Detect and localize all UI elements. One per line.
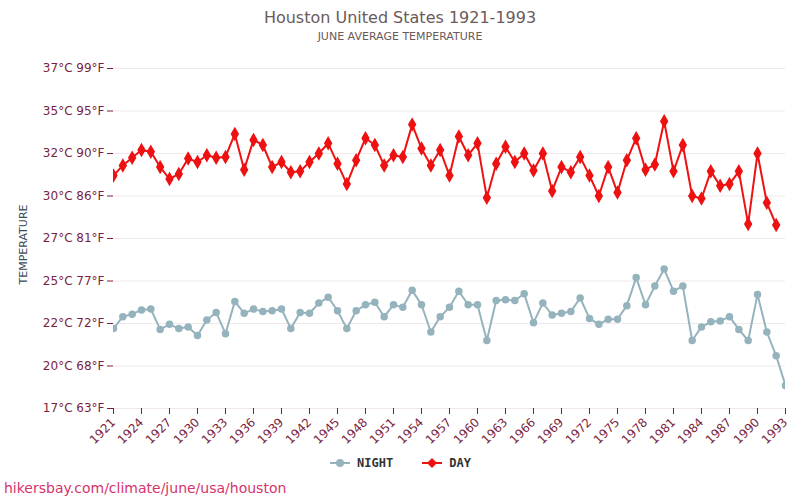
svg-text:25°C 77°F: 25°C 77°F [43, 274, 105, 288]
svg-text:1993: 1993 [759, 415, 790, 446]
svg-text:1963: 1963 [479, 415, 510, 446]
html-text:hikersbay.com/climate/june/usa: hikersbay.com/climate/june/usa/houston [4, 480, 287, 496]
svg-text:1954: 1954 [395, 415, 426, 446]
svg-text:35°C 95°F: 35°C 95°F [43, 104, 105, 118]
svg-text:22°C 72°F: 22°C 72°F [43, 316, 105, 330]
svg-text:1990: 1990 [731, 415, 762, 446]
svg-text:1969: 1969 [535, 415, 566, 446]
svg-text:1930: 1930 [171, 415, 202, 446]
html-text:JUNE AVERAGE TEMPERATURE: JUNE AVERAGE TEMPERATURE [317, 30, 483, 43]
svg-text:1981: 1981 [647, 415, 678, 446]
svg-text:1933: 1933 [199, 415, 230, 446]
svg-text:1987: 1987 [703, 415, 734, 446]
html-text:TEMPERATURE: TEMPERATURE [16, 204, 30, 285]
svg-text:1972: 1972 [563, 415, 594, 446]
svg-text:27°C 81°F: 27°C 81°F [43, 231, 105, 245]
svg-text:1927: 1927 [143, 415, 174, 446]
svg-text:1978: 1978 [619, 415, 650, 446]
svg-text:1984: 1984 [675, 415, 706, 446]
html-text:Houston United States 1921-199: Houston United States 1921-1993 [263, 8, 537, 27]
svg-text:1924: 1924 [115, 415, 146, 446]
svg-text:1945: 1945 [311, 415, 342, 446]
svg-text:1966: 1966 [507, 415, 538, 446]
svg-text:1975: 1975 [591, 415, 622, 446]
svg-text:1951: 1951 [367, 415, 398, 446]
svg-text:17°C 63°F: 17°C 63°F [43, 401, 105, 415]
svg-text:1957: 1957 [423, 415, 454, 446]
svg-text:1921: 1921 [87, 415, 118, 446]
svg-text:32°C 90°F: 32°C 90°F [43, 146, 105, 160]
html-text:NIGHT: NIGHT [357, 456, 394, 470]
html-text:DAY: DAY [449, 456, 471, 470]
svg-text:20°C 68°F: 20°C 68°F [43, 359, 105, 373]
svg-text:1939: 1939 [255, 415, 286, 446]
svg-text:1960: 1960 [451, 415, 482, 446]
svg-text:1948: 1948 [339, 415, 370, 446]
svg-text:1942: 1942 [283, 415, 314, 446]
svg-text:30°C 86°F: 30°C 86°F [43, 189, 105, 203]
svg-text:1936: 1936 [227, 415, 258, 446]
svg-text:37°C 99°F: 37°C 99°F [43, 61, 105, 75]
